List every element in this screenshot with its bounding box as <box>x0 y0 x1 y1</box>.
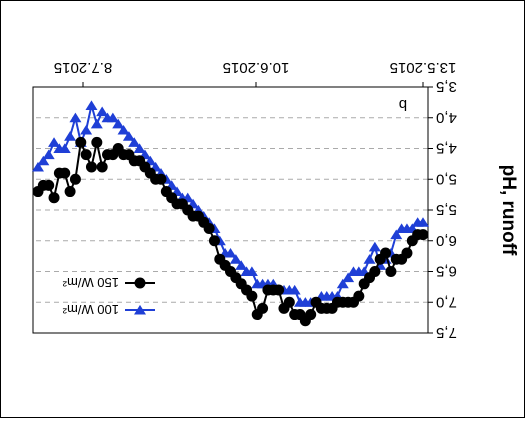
data-point-circle <box>85 161 97 173</box>
data-point-circle <box>385 266 397 277</box>
panel-label: b <box>399 96 407 113</box>
data-point-triangle <box>235 260 248 270</box>
data-point-triangle <box>128 137 141 147</box>
data-point-triangle <box>251 278 264 289</box>
data-point-triangle <box>240 266 253 276</box>
data-point-triangle <box>69 112 82 123</box>
data-point-circle <box>160 186 172 198</box>
data-point-circle <box>32 186 44 198</box>
data-point-triangle <box>390 229 403 240</box>
legend: 100 W/m² 150 W/m² <box>62 275 155 317</box>
data-point-circle <box>390 253 402 265</box>
data-point-circle <box>69 173 81 185</box>
data-point-triangle <box>411 217 424 227</box>
y-tick-label: 6,5 <box>436 263 457 280</box>
data-point-triangle <box>133 143 146 153</box>
data-point-circle <box>374 253 386 265</box>
data-point-triangle <box>64 131 77 141</box>
figure-rotated: 3,5 4,0 4,5 5,0 5,5 6,0 6,5 7,0 7,5 13.5.2015 10.… <box>32 59 519 341</box>
y-tick-label: 7,5 <box>436 324 457 341</box>
legend-marker-triangle <box>134 304 146 315</box>
data-point-triangle <box>122 131 135 141</box>
data-point-triangle <box>80 124 93 135</box>
y-tick-label: 6,0 <box>436 232 457 249</box>
data-point-circle <box>262 284 274 296</box>
data-point-circle <box>75 136 87 148</box>
y-tick-label: 7,0 <box>436 293 457 310</box>
data-point-triangle <box>101 112 114 123</box>
data-point-circle <box>358 278 370 290</box>
legend-label: 150 W/m² <box>62 275 119 290</box>
data-point-triangle <box>48 137 61 147</box>
y-tick-label: 4,5 <box>436 140 457 157</box>
data-point-circle <box>53 167 65 179</box>
x-tick-label: 10.6.2015 <box>223 59 290 76</box>
legend-marker-circle <box>134 277 146 289</box>
data-point-triangle <box>112 118 125 129</box>
data-point-triangle <box>53 143 66 153</box>
data-point-triangle <box>37 155 50 166</box>
data-point-triangle <box>229 254 242 264</box>
data-point-triangle <box>347 266 360 276</box>
data-point-triangle <box>342 272 355 283</box>
data-point-circle <box>251 309 263 321</box>
data-point-circle <box>289 309 301 321</box>
data-point-triangle <box>42 149 55 160</box>
data-point-triangle <box>363 254 376 264</box>
x-tick-label: 13.5.2015 <box>390 59 457 76</box>
y-tick-label: 5,0 <box>436 170 457 187</box>
y-axis: 3,5 4,0 4,5 5,0 5,5 6,0 6,5 7,0 7,5 <box>428 78 457 341</box>
series-layer <box>32 100 429 327</box>
x-axis: 13.5.2015 10.6.2015 8.7.2015 <box>54 59 457 87</box>
data-point-triangle <box>32 161 44 172</box>
data-point-triangle <box>336 278 349 289</box>
y-tick-label: 4,0 <box>436 109 457 126</box>
data-point-circle <box>91 136 103 148</box>
data-point-triangle <box>90 118 103 129</box>
data-point-circle <box>310 296 322 308</box>
data-point-circle <box>48 192 60 204</box>
data-point-circle <box>278 302 290 314</box>
data-point-circle <box>208 235 220 247</box>
y-tick-label: 3,5 <box>436 78 457 95</box>
data-point-circle <box>80 149 92 161</box>
data-point-triangle <box>117 124 130 135</box>
data-point-circle <box>64 186 76 198</box>
legend-label: 100 W/m² <box>62 302 119 317</box>
data-point-triangle <box>368 241 381 252</box>
y-tick-label: 5,5 <box>436 201 457 218</box>
y-axis-title: pH, runoff <box>498 165 519 256</box>
data-point-circle <box>96 161 108 173</box>
data-point-circle <box>406 235 418 247</box>
x-tick-label: 8.7.2015 <box>54 59 112 76</box>
data-point-circle <box>102 149 114 161</box>
data-point-triangle <box>294 297 307 307</box>
data-point-triangle <box>96 106 109 117</box>
series-circle <box>32 136 429 327</box>
data-point-triangle <box>85 100 98 110</box>
data-point-triangle <box>395 223 408 233</box>
data-point-circle <box>214 253 226 265</box>
